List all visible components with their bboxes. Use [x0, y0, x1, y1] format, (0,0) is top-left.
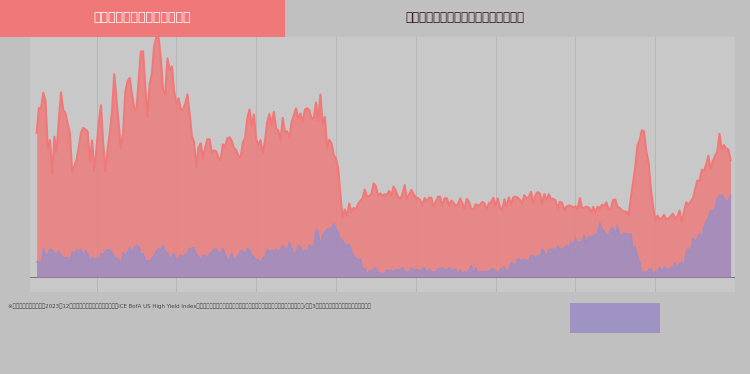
Text: ※データは月次。直近は2023年12月末時点。米国ハイイールド債はICE BofA US High Yield Index（ヘッジなし・米ドルベース）の最終利回: ※データは月次。直近は2023年12月末時点。米国ハイイールド債はICE Bof…: [8, 303, 370, 309]
Text: 米国ハイイールド債券利回り: 米国ハイイールド債券利回り: [94, 12, 191, 24]
Text: 為替ヘッジコスト（円ヘッジ）の推移: 為替ヘッジコスト（円ヘッジ）の推移: [406, 12, 524, 24]
FancyBboxPatch shape: [0, 0, 285, 37]
FancyBboxPatch shape: [570, 303, 660, 333]
